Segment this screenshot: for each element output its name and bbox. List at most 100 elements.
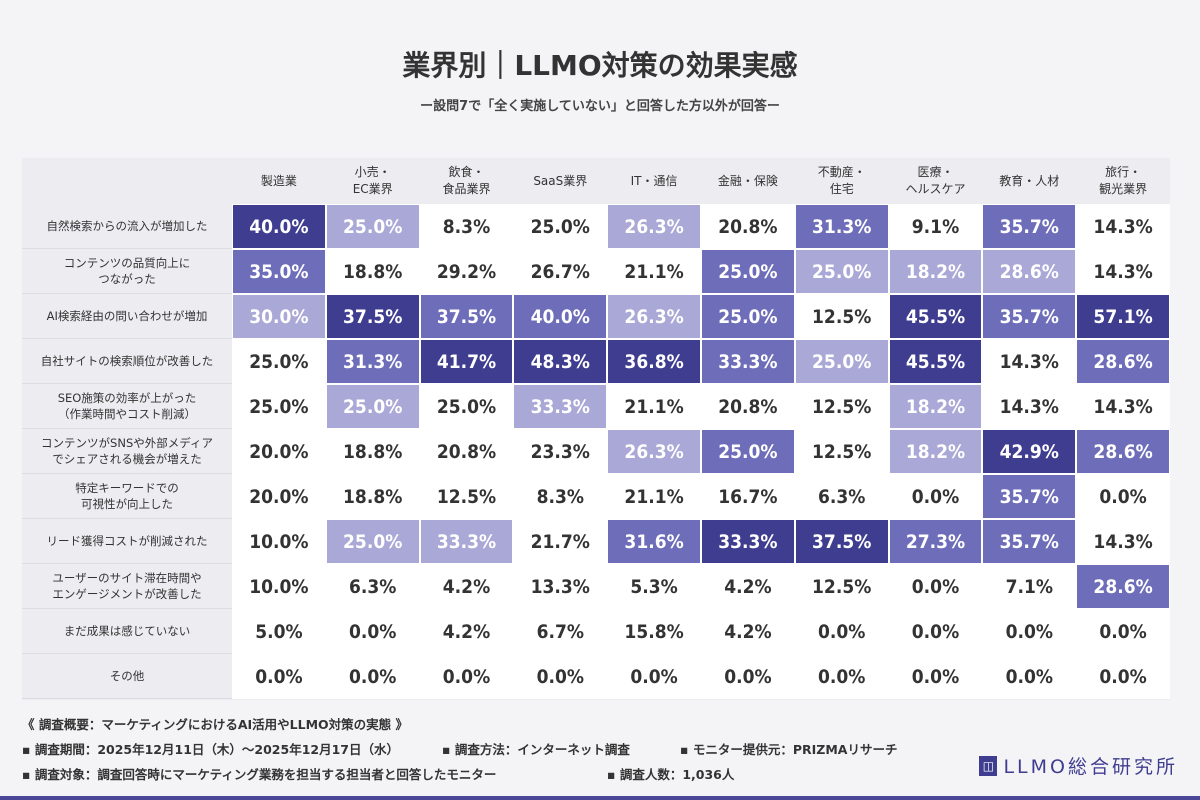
row-label: 自社サイトの検索順位が改善した — [22, 339, 232, 384]
heatmap-cell: 31.3% — [794, 204, 889, 249]
heatmap-cell: 25.0% — [794, 249, 889, 294]
heatmap-cell: 23.3% — [513, 429, 608, 474]
heatmap-cell: 0.0% — [982, 654, 1077, 699]
heatmap-cell: 12.5% — [794, 384, 889, 429]
row-label: コンテンツがSNSや外部メディア でシェアされる機会が増えた — [22, 429, 232, 474]
heatmap-cell: 40.0% — [232, 204, 326, 249]
heatmap-cell: 13.3% — [513, 564, 608, 609]
heatmap-cell: 0.0% — [794, 654, 889, 699]
heatmap-cell: 35.7% — [982, 204, 1077, 249]
heatmap-cell: 33.3% — [701, 519, 795, 564]
heatmap-cell: 26.3% — [607, 204, 701, 249]
logo-mark-icon: ◫ — [979, 755, 998, 776]
heatmap-cell: 0.0% — [325, 609, 420, 654]
heatmap-cell: 26.3% — [607, 294, 701, 339]
heatmap-cell: 30.0% — [232, 294, 326, 339]
heatmap-cell: 12.5% — [419, 474, 514, 519]
heatmap-cell: 15.8% — [607, 609, 701, 654]
column-header: 医療・ ヘルスケア — [905, 165, 966, 196]
heatmap-cell: 25.0% — [701, 429, 795, 474]
chart-subtitle: ー設問7で「全く実施していない」と回答した方以外が回答ー — [420, 99, 780, 114]
heatmap-cell: 21.7% — [513, 519, 608, 564]
heatmap-cell: 0.0% — [232, 654, 326, 699]
heatmap-cell: 0.0% — [794, 609, 889, 654]
heatmap-cell: 28.6% — [1076, 339, 1170, 384]
heatmap-cell: 18.8% — [325, 249, 420, 294]
survey-method: ▪ 調査方法：インターネット調査 — [442, 742, 630, 757]
logo: ◫ LLMO総合研究所 — [979, 752, 1178, 779]
chart-title: 業界別｜LLMO対策の効果実感 — [402, 49, 798, 82]
heatmap-cell: 12.5% — [794, 429, 889, 474]
heatmap-cell: 0.0% — [1076, 654, 1170, 699]
heatmap-cell: 45.5% — [888, 294, 983, 339]
heatmap-cell: 40.0% — [513, 294, 608, 339]
heatmap-cell: 35.7% — [982, 474, 1077, 519]
heatmap-cell: 26.7% — [513, 249, 608, 294]
heatmap-cell: 9.1% — [888, 204, 983, 249]
heatmap-cell: 10.0% — [232, 564, 326, 609]
heatmap-cell: 25.0% — [701, 249, 795, 294]
heatmap-cell: 14.3% — [1076, 204, 1170, 249]
column-header: SaaS業界 — [533, 173, 588, 188]
heatmap-cell: 28.6% — [1076, 564, 1170, 609]
column-header: 金融・保険 — [717, 173, 778, 188]
heatmap-cell: 29.2% — [419, 249, 514, 294]
heatmap-cell: 6.3% — [325, 564, 420, 609]
row-label: まだ成果は感じていない — [22, 609, 232, 654]
survey-count: ▪ 調査人数：1,036人 — [607, 767, 735, 782]
heatmap-cell: 7.1% — [982, 564, 1077, 609]
heatmap-cell: 42.9% — [982, 429, 1077, 474]
heatmap-cell: 4.2% — [419, 564, 514, 609]
row-label: AI検索経由の問い合わせが増加 — [22, 294, 232, 339]
heatmap-cell: 25.0% — [232, 384, 326, 429]
heatmap-cell: 0.0% — [513, 654, 608, 699]
heatmap-cell: 0.0% — [1076, 609, 1170, 654]
heatmap-cell: 33.3% — [513, 384, 608, 429]
heatmap-cell: 25.0% — [325, 204, 420, 249]
heatmap-cell: 6.3% — [794, 474, 889, 519]
heatmap-cell: 16.7% — [701, 474, 795, 519]
heatmap-cell: 28.6% — [1076, 429, 1170, 474]
heatmap-cell: 33.3% — [701, 339, 795, 384]
heatmap-cell: 0.0% — [701, 654, 795, 699]
heatmap-cell: 36.8% — [607, 339, 701, 384]
heatmap-cell: 0.0% — [325, 654, 420, 699]
survey-heading: 《 調査概要：マーケティングにおけるAI活用やLLMO対策の実態 》 — [22, 717, 409, 732]
heatmap-cell: 25.0% — [513, 204, 608, 249]
heatmap-cell: 31.6% — [607, 519, 701, 564]
heatmap-cell: 0.0% — [888, 474, 983, 519]
heatmap-cell: 18.2% — [888, 249, 983, 294]
heatmap-cell: 20.8% — [701, 384, 795, 429]
heatmap-cell: 37.5% — [325, 294, 420, 339]
heatmap-cell: 12.5% — [794, 294, 889, 339]
heatmap-cell: 48.3% — [513, 339, 608, 384]
heatmap-cell: 0.0% — [888, 564, 983, 609]
heatmap-cell: 41.7% — [419, 339, 514, 384]
row-label: コンテンツの品質向上に つながった — [22, 249, 232, 294]
heatmap-cell: 4.2% — [419, 609, 514, 654]
heatmap-cell: 6.7% — [513, 609, 608, 654]
heatmap-cell: 0.0% — [982, 609, 1077, 654]
heatmap-cell: 18.2% — [888, 429, 983, 474]
heatmap-cell: 35.7% — [982, 519, 1077, 564]
heatmap-cell: 0.0% — [607, 654, 701, 699]
heatmap-cell: 25.0% — [232, 339, 326, 384]
heatmap-cell: 35.0% — [232, 249, 326, 294]
heatmap-cell: 14.3% — [1076, 519, 1170, 564]
heatmap-cell: 4.2% — [701, 609, 795, 654]
survey-footer: 《 調査概要：マーケティングにおけるAI活用やLLMO対策の実態 》 ▪ 調査期… — [22, 712, 897, 787]
heatmap-cell: 37.5% — [419, 294, 514, 339]
column-header: 旅行・ 観光業界 — [1099, 165, 1148, 196]
column-header: IT・通信 — [630, 173, 678, 188]
bottom-accent-bar — [0, 796, 1200, 800]
heatmap-cell: 21.1% — [607, 384, 701, 429]
heatmap-cell: 14.3% — [982, 339, 1077, 384]
column-header: 教育・人材 — [999, 173, 1060, 188]
heatmap-cell: 4.2% — [701, 564, 795, 609]
survey-period: ▪ 調査期間：2025年12月11日（木）〜2025年12月17日（水） — [22, 742, 399, 757]
heatmap-cell: 12.5% — [794, 564, 889, 609]
heatmap-cell: 20.0% — [232, 429, 326, 474]
row-label: その他 — [22, 654, 232, 699]
heatmap-cell: 25.0% — [794, 339, 889, 384]
row-label: リード獲得コストが削減された — [22, 519, 232, 564]
